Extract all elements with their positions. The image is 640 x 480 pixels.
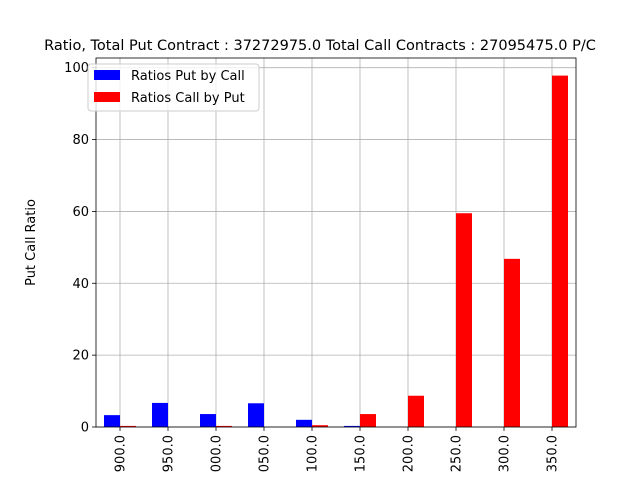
x-tick-label: 050.0 <box>258 435 273 472</box>
y-tick-label: 40 <box>72 277 89 292</box>
y-axis-ticks: 0 20 40 60 80 100 <box>64 61 96 436</box>
x-tick-label: 950.0 <box>162 435 177 472</box>
y-tick-label: 20 <box>72 349 89 364</box>
bar-call-by-put <box>312 425 328 427</box>
legend: Ratios Put by Call Ratios Call by Put <box>87 63 260 112</box>
plot-frame <box>95 57 577 428</box>
x-tick-label: 250.0 <box>450 435 465 472</box>
bar-call-by-put <box>552 75 568 427</box>
chart-title: Ratio, Total Put Contract : 37272975.0 T… <box>44 38 596 54</box>
legend-label-call-by-put: Ratios Call by Put <box>131 91 245 106</box>
bar-call-by-put <box>216 425 232 427</box>
x-tick-label: 300.0 <box>498 435 513 472</box>
bar-put-by-call <box>344 425 360 427</box>
bar-call-by-put <box>360 414 376 427</box>
bar-put-by-call <box>296 419 312 427</box>
legend-swatch-put-by-call <box>94 70 120 80</box>
x-tick-label: 900.0 <box>114 435 129 472</box>
x-tick-label: 000.0 <box>210 435 225 472</box>
x-tick-label: 350.0 <box>546 435 561 472</box>
bar-call-by-put <box>504 258 520 427</box>
bar-put-by-call <box>152 402 168 427</box>
bar-call-by-put <box>120 425 136 427</box>
bar-put-by-call <box>200 414 216 427</box>
y-tick-label: 60 <box>72 205 89 220</box>
bars <box>104 75 568 427</box>
y-axis-label: Put Call Ratio <box>24 199 39 286</box>
x-tick-label: 150.0 <box>354 435 369 472</box>
legend-box <box>87 63 260 112</box>
y-tick-label: 100 <box>64 61 89 76</box>
y-tick-label: 80 <box>72 133 89 148</box>
bar-call-by-put <box>408 395 424 427</box>
x-tick-label: 200.0 <box>402 435 417 472</box>
bar-call-by-put <box>456 213 472 427</box>
legend-label-put-by-call: Ratios Put by Call <box>131 69 245 84</box>
y-tick-label: 0 <box>81 421 89 436</box>
x-axis-ticks: 900.0 950.0 000.0 050.0 100.0 150.0 200.0 250.0… <box>114 427 561 472</box>
x-tick-label: 100.0 <box>306 435 321 472</box>
bar-put-by-call <box>104 415 120 427</box>
bar-put-by-call <box>248 403 264 427</box>
legend-swatch-call-by-put <box>94 92 120 102</box>
